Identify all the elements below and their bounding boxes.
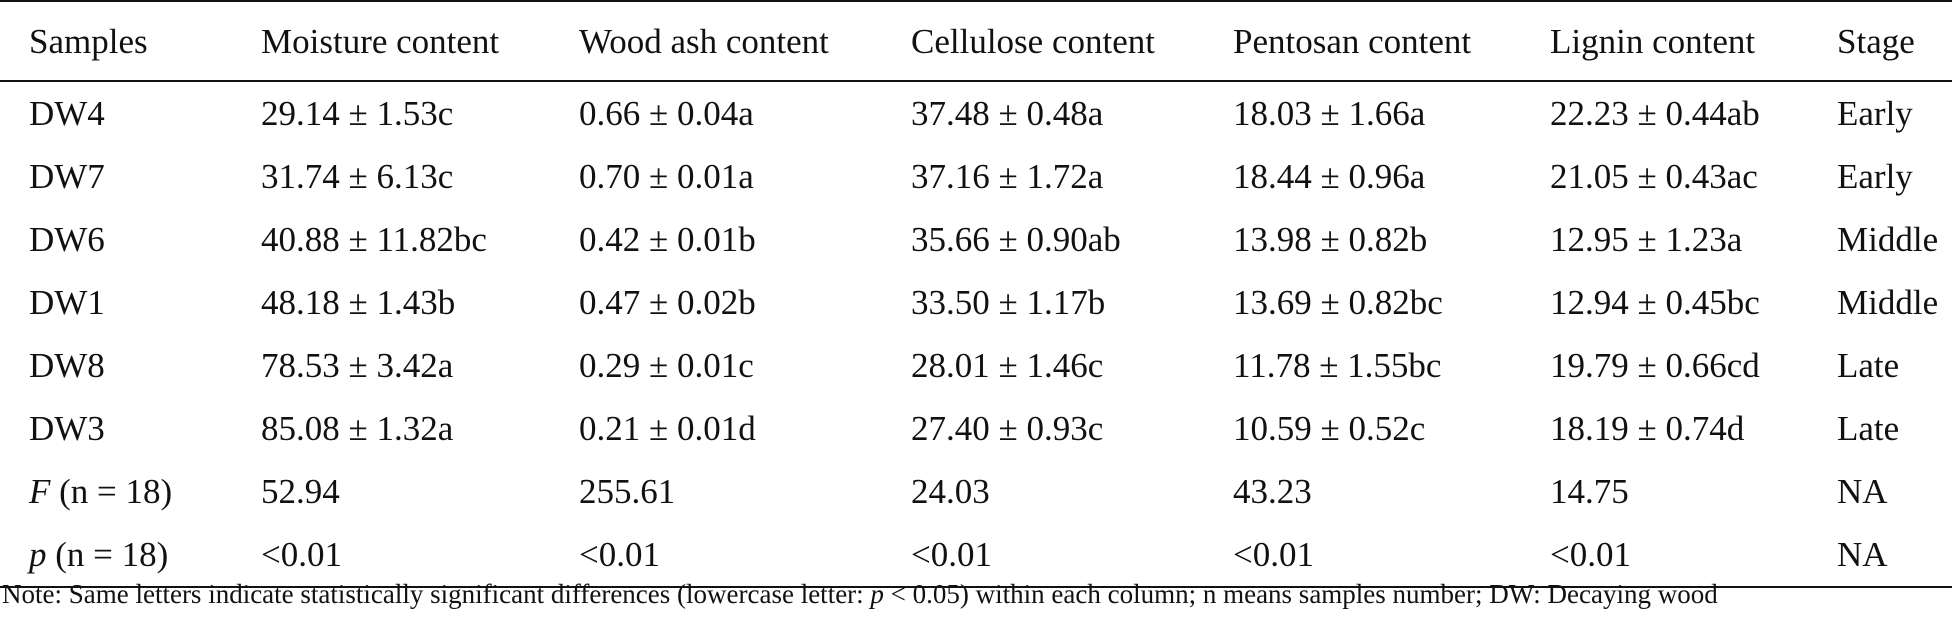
cell-moisture: 85.08 ± 1.32a [261,408,454,448]
cell-sample: DW1 [29,282,105,322]
cell-cellulose: 37.48 ± 0.48a [911,93,1104,133]
cell-moisture: 29.14 ± 1.53c [261,93,454,133]
header-cellulose-content: Cellulose content [911,22,1155,61]
f-value-pentosan: 43.23 [1233,471,1312,511]
table-row: DW3 85.08 ± 1.32a 0.21 ± 0.01d 27.40 ± 0… [0,397,1952,460]
cell-pentosan: 13.98 ± 0.82b [1233,219,1428,259]
p-value-pentosan: <0.01 [1233,534,1314,574]
header-stage: Stage [1837,22,1915,61]
f-value-lignin: 14.75 [1550,471,1629,511]
cell-stage: Middle [1837,219,1939,259]
cell-cellulose: 35.66 ± 0.90ab [911,219,1121,259]
table-row: DW4 29.14 ± 1.53c 0.66 ± 0.04a 37.48 ± 0… [0,81,1952,145]
note-p-symbol: p [870,579,884,609]
cell-moisture: 40.88 ± 11.82bc [261,219,487,259]
table-row: DW8 78.53 ± 3.42a 0.29 ± 0.01c 28.01 ± 1… [0,334,1952,397]
cell-moisture: 78.53 ± 3.42a [261,345,454,385]
cell-cellulose: 37.16 ± 1.72a [911,156,1104,196]
table-header: Samples Moisture content Wood ash conten… [0,1,1952,81]
f-value-wood-ash: 255.61 [579,471,676,511]
cell-stage: Middle [1837,282,1939,322]
p-value-lignin: <0.01 [1550,534,1631,574]
cell-sample: DW3 [29,408,105,448]
f-statistic-row: F (n = 18) 52.94 255.61 24.03 43.23 14.7… [0,460,1952,523]
table-note: Note: Same letters indicate statisticall… [2,578,1948,610]
cell-lignin: 19.79 ± 0.66cd [1550,345,1760,385]
header-pentosan-content: Pentosan content [1233,22,1472,61]
table-row: DW1 48.18 ± 1.43b 0.47 ± 0.02b 33.50 ± 1… [0,271,1952,334]
p-value-cellulose: <0.01 [911,534,992,574]
cell-moisture: 31.74 ± 6.13c [261,156,454,196]
table-body: DW4 29.14 ± 1.53c 0.66 ± 0.04a 37.48 ± 0… [0,81,1952,587]
f-row-label: F (n = 18) [0,460,232,523]
cell-sample: DW7 [29,156,105,196]
cell-pentosan: 18.44 ± 0.96a [1233,156,1426,196]
cell-lignin: 12.94 ± 0.45bc [1550,282,1760,322]
cell-pentosan: 10.59 ± 0.52c [1233,408,1426,448]
cell-pentosan: 11.78 ± 1.55bc [1233,345,1442,385]
cell-stage: Late [1837,345,1900,385]
cell-wood-ash: 0.29 ± 0.01c [579,345,754,385]
p-value-stage: NA [1837,534,1888,574]
note-suffix: < 0.05) within each column; n means samp… [883,579,1718,609]
cell-wood-ash: 0.21 ± 0.01d [579,408,756,448]
f-symbol: F [29,471,51,511]
cell-lignin: 21.05 ± 0.43ac [1550,156,1758,196]
table-row: DW7 31.74 ± 6.13c 0.70 ± 0.01a 37.16 ± 1… [0,145,1952,208]
p-value-row: p (n = 18) <0.01 <0.01 <0.01 <0.01 <0.01… [0,523,1952,587]
cell-cellulose: 33.50 ± 1.17b [911,282,1106,322]
p-row-label: p (n = 18) [0,523,232,587]
f-value-moisture: 52.94 [261,471,340,511]
cell-stage: Late [1837,408,1900,448]
f-value-cellulose: 24.03 [911,471,990,511]
cell-cellulose: 27.40 ± 0.93c [911,408,1104,448]
cell-pentosan: 18.03 ± 1.66a [1233,93,1426,133]
cell-stage: Early [1837,93,1913,133]
f-row-suffix: (n = 18) [50,471,173,511]
cell-wood-ash: 0.66 ± 0.04a [579,93,754,133]
p-value-wood-ash: <0.01 [579,534,660,574]
cell-moisture: 48.18 ± 1.43b [261,282,456,322]
cell-sample: DW4 [29,93,105,133]
cell-lignin: 22.23 ± 0.44ab [1550,93,1760,133]
note-prefix: Note: Same letters indicate statisticall… [2,579,871,609]
table-row: DW6 40.88 ± 11.82bc 0.42 ± 0.01b 35.66 ±… [0,208,1952,271]
f-value-stage: NA [1837,471,1888,511]
header-lignin-content: Lignin content [1550,22,1756,61]
cell-sample: DW6 [29,219,105,259]
p-row-suffix: (n = 18) [46,534,169,574]
header-row: Samples Moisture content Wood ash conten… [0,1,1952,81]
cell-lignin: 12.95 ± 1.23a [1550,219,1743,259]
cell-stage: Early [1837,156,1913,196]
cell-cellulose: 28.01 ± 1.46c [911,345,1104,385]
header-wood-ash-content: Wood ash content [579,22,829,61]
cell-pentosan: 13.69 ± 0.82bc [1233,282,1443,322]
header-samples: Samples [29,22,148,61]
p-value-moisture: <0.01 [261,534,342,574]
cell-wood-ash: 0.42 ± 0.01b [579,219,756,259]
data-table: Samples Moisture content Wood ash conten… [0,1,1952,587]
cell-wood-ash: 0.70 ± 0.01a [579,156,754,196]
cell-lignin: 18.19 ± 0.74d [1550,408,1745,448]
p-symbol: p [29,534,47,574]
cell-wood-ash: 0.47 ± 0.02b [579,282,756,322]
cell-sample: DW8 [29,345,105,385]
header-moisture-content: Moisture content [261,22,500,61]
